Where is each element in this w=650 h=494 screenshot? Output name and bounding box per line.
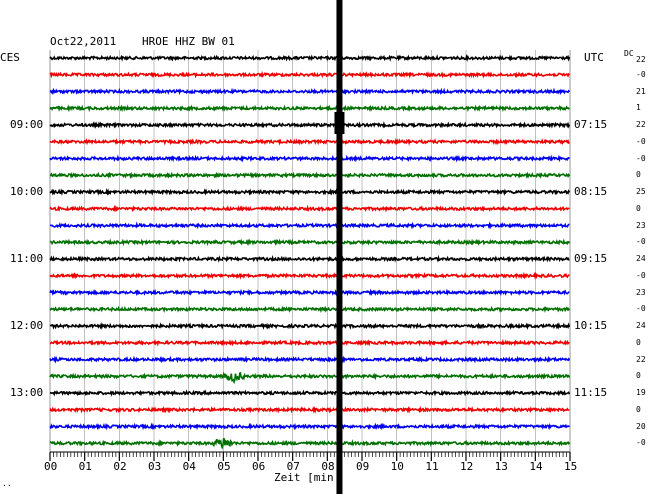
x-tick-label-05: 05 — [217, 460, 231, 473]
x-tick-label-12: 12 — [460, 460, 474, 473]
trace-green-11 — [49, 238, 571, 247]
trace-blue-14 — [49, 288, 570, 297]
left-timezone-label: CES — [0, 51, 20, 64]
dc-offset-label: 22 — [636, 120, 646, 129]
trace-green-23 — [49, 438, 571, 450]
trace-red-21 — [49, 405, 570, 414]
dc-offset-label: 1 — [636, 103, 641, 113]
dc-offset-label: -0 — [636, 304, 646, 314]
dc-offset-top: 22 — [636, 55, 646, 64]
dc-offset-label: 0 — [636, 203, 641, 213]
x-tick-label-07: 07 — [286, 460, 300, 473]
x-tick-label-06: 06 — [252, 460, 266, 473]
left-hour-label: 13:00 — [10, 386, 44, 399]
x-tick-label-10: 10 — [390, 460, 404, 473]
dc-offset-label: -0 — [636, 69, 646, 79]
dc-offset-label: 24 — [636, 254, 646, 263]
event-bar — [336, 0, 343, 494]
x-tick-label-08: 08 — [321, 460, 335, 473]
left-hour-label: 11:00 — [10, 252, 44, 265]
right-hour-label: 07:15 — [574, 118, 608, 131]
trace-black-4 — [49, 120, 571, 129]
dc-offset-label: 0 — [636, 337, 641, 347]
trace-blue-10 — [49, 221, 570, 230]
x-tick-label-01: 01 — [78, 460, 92, 473]
trace-blue-2 — [49, 87, 571, 96]
trace-black-0 — [49, 53, 571, 62]
right-hour-label: 11:15 — [574, 386, 608, 399]
event-peak — [334, 112, 345, 134]
x-tick-label-15: 15 — [564, 460, 578, 473]
seismic-traces — [49, 53, 571, 450]
trace-blue-6 — [49, 154, 571, 163]
trace-black-16 — [49, 321, 571, 331]
trace-red-17 — [49, 338, 570, 347]
trace-green-3 — [49, 104, 570, 113]
dc-offset-label: 19 — [636, 388, 646, 397]
x-tick-label-02: 02 — [113, 460, 127, 473]
date-label: Oct22,2011 — [50, 35, 117, 48]
minute-grid — [49, 50, 571, 452]
dc-offset-label: -0 — [636, 438, 646, 448]
left-hour-label: 09:00 — [10, 118, 44, 131]
earthquake-event — [334, 0, 345, 494]
trace-green-19 — [49, 371, 571, 385]
x-tick-label-04: 04 — [182, 460, 196, 473]
trace-black-20 — [49, 389, 571, 397]
x-tick-label-03: 03 — [148, 460, 162, 473]
station-label: HROE HHZ BW 01 — [142, 35, 235, 48]
corner-mark: ·· — [2, 481, 12, 490]
trace-black-12 — [49, 254, 570, 263]
dc-offset-label: 0 — [636, 371, 641, 381]
x-tick-label-13: 13 — [494, 460, 508, 473]
trace-green-15 — [49, 305, 571, 314]
dc-offset-label: 23 — [636, 287, 646, 297]
dc-label: DC — [624, 49, 634, 58]
dc-offset-label: -0 — [636, 237, 646, 247]
right-hour-label: 08:15 — [574, 185, 608, 198]
dc-offset-label: 23 — [636, 220, 646, 230]
trace-red-9 — [49, 204, 570, 213]
x-tick-label-00: 00 — [44, 460, 58, 473]
trace-black-8 — [49, 187, 571, 196]
left-hour-label: 10:00 — [10, 185, 44, 198]
left-hour-label: 12:00 — [10, 319, 44, 332]
x-tick-label-09: 09 — [356, 460, 370, 473]
dc-offset-label: -0 — [636, 270, 646, 280]
right-hour-label: 09:15 — [574, 252, 608, 265]
right-hour-label: 10:15 — [574, 319, 608, 332]
x-tick-label-14: 14 — [529, 460, 543, 473]
dc-offset-label: 20 — [636, 421, 646, 431]
x-axis-title: Zeit [min — [274, 471, 334, 484]
dc-offset-label: 0 — [636, 170, 641, 180]
dc-offset-label: 25 — [636, 187, 646, 196]
x-axis — [49, 451, 571, 461]
trace-red-5 — [49, 137, 570, 146]
trace-red-1 — [49, 70, 571, 79]
dc-offset-label: 24 — [636, 321, 646, 330]
dc-offset-label: 22 — [636, 354, 646, 364]
trace-red-13 — [49, 271, 570, 281]
dc-offset-label: 21 — [636, 86, 646, 96]
trace-blue-22 — [49, 422, 570, 431]
x-tick-label-11: 11 — [425, 460, 439, 473]
dc-offset-label: -0 — [636, 153, 646, 163]
trace-blue-18 — [49, 355, 571, 364]
dc-offset-label: 0 — [636, 404, 641, 414]
right-timezone-label: UTC — [584, 51, 604, 64]
trace-green-7 — [49, 171, 571, 180]
dc-offset-label: -0 — [636, 136, 646, 146]
